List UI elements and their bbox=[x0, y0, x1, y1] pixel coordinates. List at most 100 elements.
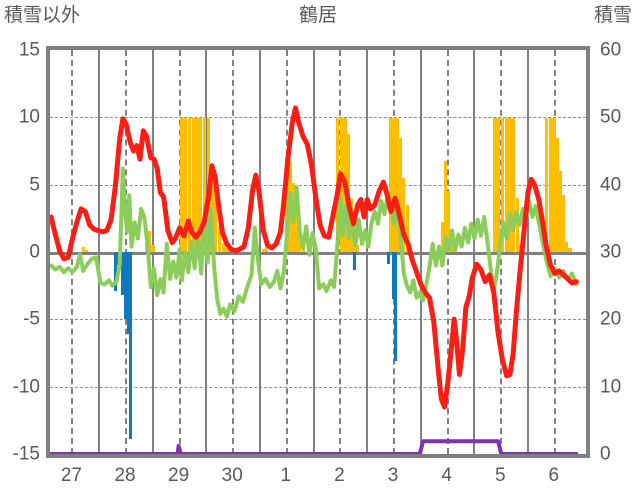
snow-bar bbox=[261, 249, 266, 252]
x-axis-tick: 5 bbox=[494, 465, 506, 486]
snow-bar bbox=[195, 118, 199, 252]
snow-bar bbox=[568, 247, 572, 252]
x-axis-tick: 28 bbox=[114, 465, 136, 486]
right-axis-tick: 40 bbox=[600, 174, 622, 196]
x-axis-tick: 4 bbox=[441, 465, 452, 486]
left-axis-tick: 10 bbox=[18, 106, 40, 128]
left-axis-tick: -5 bbox=[23, 308, 40, 330]
right-axis-tick: 10 bbox=[600, 376, 622, 398]
day-gridline bbox=[312, 50, 315, 454]
x-axis-tick: 3 bbox=[387, 465, 399, 486]
precip-bar bbox=[126, 252, 130, 335]
snow-bar bbox=[444, 161, 448, 252]
snow-bar bbox=[562, 194, 566, 252]
plot-inner bbox=[50, 50, 586, 454]
snow-bar bbox=[202, 118, 207, 252]
snow-bar bbox=[565, 241, 569, 252]
snow-bar bbox=[392, 118, 396, 252]
snow-bar bbox=[552, 118, 556, 252]
snow-bar bbox=[500, 118, 505, 252]
right-axis-tick: 50 bbox=[600, 106, 622, 128]
snow-bar bbox=[493, 118, 497, 252]
right-axis-tick: 0 bbox=[600, 443, 611, 465]
snow-bar bbox=[295, 204, 299, 252]
x-axis-tick: 27 bbox=[60, 465, 83, 486]
day-gridline bbox=[259, 50, 262, 454]
midday-gridline bbox=[71, 50, 74, 454]
x-axis-tick: 30 bbox=[221, 465, 243, 486]
midday-gridline bbox=[553, 50, 556, 454]
snow-bar bbox=[199, 118, 203, 252]
horizontal-gridline bbox=[50, 117, 586, 119]
x-axis-tick: 1 bbox=[280, 465, 292, 486]
left-axis-tick: 5 bbox=[29, 174, 40, 196]
x-axis-tick: 2 bbox=[334, 465, 345, 486]
snow-bar bbox=[440, 221, 445, 252]
snow-bar bbox=[265, 247, 269, 252]
snow-bar bbox=[402, 177, 406, 252]
snow-bar bbox=[214, 187, 218, 252]
day-gridline bbox=[473, 50, 476, 454]
left-axis-title: 積雪以外 bbox=[4, 5, 81, 26]
right-axis-title: 積雪 bbox=[593, 5, 632, 26]
right-axis-tick: 60 bbox=[600, 39, 622, 61]
snow-bar bbox=[180, 118, 184, 252]
snow-bar bbox=[151, 245, 155, 252]
right-axis-tick: 30 bbox=[600, 241, 622, 263]
snow-bar bbox=[405, 204, 409, 252]
snow-bar bbox=[225, 247, 229, 252]
horizontal-gridline bbox=[50, 386, 586, 388]
snow-bar bbox=[81, 247, 85, 252]
series-layer bbox=[50, 105, 579, 454]
snow-bar bbox=[84, 249, 89, 252]
left-axis-tick: 0 bbox=[29, 241, 40, 263]
snow-bar bbox=[217, 226, 222, 252]
snow-bar bbox=[389, 118, 393, 252]
snow-bar bbox=[497, 118, 501, 252]
precip-bar bbox=[124, 252, 128, 320]
snow-bar bbox=[544, 118, 549, 252]
day-gridline bbox=[419, 50, 422, 454]
snow-bar bbox=[184, 118, 188, 252]
plot-area bbox=[46, 46, 590, 458]
precip-bar bbox=[391, 252, 395, 300]
snow-bar bbox=[504, 118, 508, 252]
snow-bar bbox=[356, 245, 360, 252]
left-axis-tick: 15 bbox=[18, 39, 40, 61]
snow-bar bbox=[221, 242, 225, 252]
precip-bar bbox=[352, 252, 357, 270]
left-axis-tick: -10 bbox=[12, 376, 40, 398]
snow-bar bbox=[395, 118, 400, 252]
snow-bar bbox=[555, 137, 559, 252]
x-axis-tick: 6 bbox=[548, 465, 560, 486]
snow-bar bbox=[191, 118, 195, 252]
day-gridline bbox=[527, 50, 530, 454]
snow-bar bbox=[548, 118, 552, 252]
x-axis-tick: 29 bbox=[168, 465, 190, 486]
snow-bar bbox=[447, 191, 451, 252]
snow-bar bbox=[285, 158, 289, 252]
snow-bar bbox=[558, 171, 562, 252]
green-line bbox=[50, 166, 579, 319]
midday-gridline bbox=[339, 50, 342, 454]
horizontal-gridline bbox=[50, 319, 586, 321]
snow-bar bbox=[148, 231, 152, 252]
day-gridline bbox=[151, 50, 154, 454]
precip-bar bbox=[393, 252, 397, 362]
precip-bar bbox=[387, 252, 391, 265]
chart-title: 鶴居 bbox=[298, 5, 337, 26]
precip-bar bbox=[113, 252, 118, 292]
day-gridline bbox=[366, 50, 369, 454]
snow-bar bbox=[508, 118, 512, 252]
day-gridline bbox=[98, 50, 101, 454]
snow-bar bbox=[399, 137, 403, 252]
red-line bbox=[50, 105, 579, 410]
purple-line bbox=[50, 439, 579, 454]
snow-bar bbox=[512, 118, 516, 252]
snow-bar bbox=[187, 118, 192, 252]
right-axis-tick: 20 bbox=[600, 308, 622, 330]
precip-bar bbox=[128, 252, 133, 440]
left-axis-tick: -15 bbox=[12, 443, 40, 465]
horizontal-gridline bbox=[50, 184, 586, 186]
